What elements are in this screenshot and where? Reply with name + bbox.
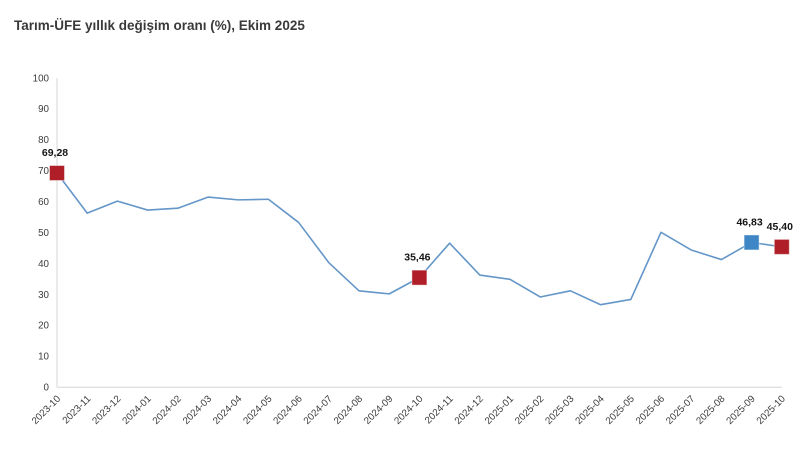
x-tick-label: 2025-04: [574, 393, 608, 427]
y-tick-label: 30: [38, 290, 49, 301]
y-tick-label: 60: [38, 197, 49, 208]
x-tick-label: 2024-09: [362, 394, 395, 427]
y-tick-label: 90: [38, 104, 49, 115]
x-tick-label: 2024-08: [332, 393, 366, 427]
y-tick-label: 70: [38, 166, 49, 177]
x-tick-label: 2025-01: [483, 394, 516, 427]
x-tick-label: 2024-02: [151, 394, 184, 427]
x-tick-label: 2025-10: [755, 393, 789, 427]
y-tick-label: 10: [38, 352, 49, 363]
point-value-label: 35,46: [404, 252, 430, 264]
point-value-label: 45,40: [767, 221, 793, 233]
x-tick-label: 2024-05: [241, 393, 275, 427]
x-tick-label: 2025-06: [634, 393, 668, 427]
y-tick-label: 0: [44, 383, 50, 394]
point-value-label: 69,28: [42, 147, 68, 159]
x-tick-label: 2024-11: [423, 394, 456, 427]
highlight-marker: [743, 234, 760, 251]
x-tick-label: 2024-03: [181, 393, 215, 427]
x-tick-label: 2023-12: [90, 394, 123, 427]
highlight-marker: [773, 238, 790, 255]
x-tick-label: 2024-01: [121, 394, 154, 427]
x-tick-label: 2025-05: [604, 393, 638, 427]
y-tick-label: 20: [38, 321, 49, 332]
x-tick-label: 2023-10: [30, 393, 64, 427]
y-tick-label: 40: [38, 259, 49, 270]
x-tick-label: 2025-02: [513, 394, 546, 427]
point-value-label: 46,83: [736, 216, 762, 228]
x-tick-label: 2023-11: [61, 394, 94, 427]
x-tick-label: 2024-10: [392, 393, 426, 427]
x-tick-label: 2025-08: [694, 393, 728, 427]
x-tick-label: 2024-04: [211, 393, 245, 427]
x-tick-label: 2025-07: [664, 394, 697, 427]
chart-title: Tarım-ÜFE yıllık değişim oranı (%), Ekim…: [14, 18, 305, 33]
highlight-marker: [49, 165, 65, 182]
x-tick-label: 2024-07: [302, 394, 335, 427]
x-tick-label: 2024-06: [272, 393, 306, 427]
y-tick-label: 50: [38, 228, 49, 239]
x-tick-label: 2025-03: [543, 393, 577, 427]
y-tick-label: 80: [38, 135, 49, 146]
x-tick-label: 2024-12: [453, 394, 486, 427]
y-tick-label: 100: [33, 73, 50, 84]
x-tick-label: 2025-09: [725, 394, 758, 427]
highlight-marker: [411, 269, 428, 286]
